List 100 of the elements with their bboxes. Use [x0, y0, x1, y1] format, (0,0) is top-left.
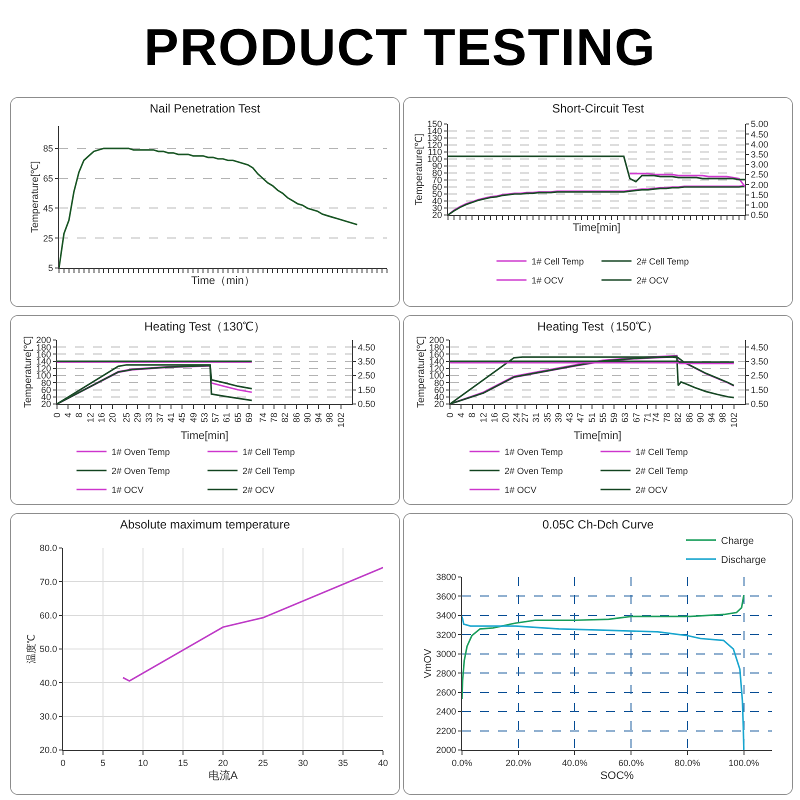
x-tick-label: 12 — [478, 412, 488, 423]
y2-tick-label: 3.50 — [750, 356, 768, 366]
y2-tick-label: 2.50 — [750, 370, 768, 381]
x-tick-label: 53 — [199, 412, 210, 423]
legend-label: 1# Cell Temp — [532, 256, 584, 267]
chart-title: Heating Test（130℃） — [144, 319, 266, 334]
y-tick-label: 45 — [43, 203, 54, 214]
legend-label: 1# Oven Temp — [112, 447, 170, 458]
x-tick-label: 8 — [74, 412, 84, 418]
x-tick-label: 78 — [269, 412, 280, 423]
legend-label: 1# Cell Temp — [636, 447, 688, 458]
x-tick-label: 69 — [244, 412, 254, 423]
y-tick-label: 2800 — [436, 668, 456, 678]
x-axis-title: Time[min] — [574, 430, 622, 442]
y-tick-label: 5 — [48, 263, 54, 274]
x-tick-label: 37 — [154, 412, 165, 423]
y-tick-label: 30.0 — [40, 711, 58, 722]
x-axis-title: Time[min] — [180, 430, 228, 442]
chart-title: 0.05C Ch-Dch Curve — [542, 517, 654, 532]
x-tick-label: 29 — [132, 412, 143, 423]
legend-label: 2# Cell Temp — [636, 466, 688, 476]
legend-label: 2# Oven Temp — [504, 466, 563, 476]
x-tick-label: 0 — [444, 412, 455, 418]
y-tick-label: 20.0 — [40, 745, 58, 756]
x-tick-label: 24 — [512, 412, 522, 423]
legend-label: 2# OCV — [636, 276, 669, 286]
y-tick-label: 20 — [434, 399, 444, 410]
y2-tick-label: 2.50 — [358, 370, 376, 381]
x-tick-label: 31 — [531, 412, 542, 423]
x-tick-label: 33 — [144, 412, 154, 423]
x-tick-label: 41 — [166, 412, 176, 423]
y-tick-label: 65 — [43, 173, 54, 184]
x-tick-label: 35 — [542, 412, 552, 423]
y-tick-label: 20 — [432, 210, 442, 220]
x-tick-label: 57 — [210, 412, 221, 423]
x-tick-label: 25 — [258, 758, 268, 768]
x-tick-label: 90 — [302, 412, 312, 423]
x-tick-label: 39 — [553, 412, 564, 423]
x-tick-label: 98 — [324, 412, 335, 423]
y-tick-label: 3400 — [436, 610, 456, 621]
x-tick-label: 8 — [467, 412, 478, 418]
y-tick-label: 2400 — [436, 706, 456, 717]
x-tick-label: 78 — [662, 412, 672, 423]
x-tick-label: 65 — [232, 412, 243, 423]
legend-label: 2# Cell Temp — [636, 256, 689, 267]
legend-label: Discharge — [721, 554, 766, 566]
x-tick-label: 15 — [178, 758, 188, 768]
y2-tick-label: 1.00 — [750, 200, 768, 210]
legend-label: 1# OCV — [532, 276, 564, 286]
chart-title: Short-Circuit Test — [552, 101, 645, 116]
x-tick-label: 12 — [85, 412, 96, 423]
x-tick-label: 25 — [122, 412, 132, 423]
y-axis-title: VmOV — [423, 648, 434, 678]
y-tick-label: 40.0 — [40, 678, 58, 688]
x-tick-label: 4 — [63, 412, 74, 418]
x-tick-label: 71 — [642, 412, 653, 423]
legend-label: 2# Oven Temp — [112, 466, 170, 476]
x-tick-label: 20.0% — [506, 758, 532, 768]
y-tick-label: 20 — [41, 399, 52, 410]
x-tick-label: 16 — [96, 412, 106, 423]
x-tick-label: 0 — [60, 758, 66, 768]
x-tick-label: 82 — [673, 412, 684, 423]
x-tick-label: 51 — [586, 412, 597, 423]
x-tick-label: 16 — [489, 412, 500, 423]
legend-label: 1# OCV — [504, 485, 537, 496]
x-axis-title: Time（min） — [191, 275, 255, 288]
x-tick-label: 20 — [500, 412, 511, 423]
y2-tick-label: 1.50 — [358, 384, 376, 395]
y2-tick-label: 3.50 — [750, 149, 768, 160]
x-tick-label: 45 — [177, 412, 188, 423]
y-axis-title: Temperature[℃] — [416, 336, 428, 408]
y2-tick-label: 1.50 — [750, 190, 768, 200]
x-tick-label: 59 — [609, 412, 620, 423]
x-tick-label: 94 — [706, 412, 717, 423]
legend-label: 1# Cell Temp — [242, 447, 295, 458]
y-tick-label: 3800 — [436, 572, 456, 582]
y2-tick-label: 3.00 — [750, 160, 768, 170]
y2-tick-label: 4.50 — [750, 342, 768, 352]
y-tick-label: 60.0 — [40, 610, 58, 620]
legend-label: 1# Oven Temp — [504, 447, 563, 458]
x-tick-label: 27 — [520, 412, 530, 423]
y-tick-label: 70.0 — [40, 576, 58, 587]
x-tick-label: 0 — [52, 412, 62, 418]
x-tick-label: 80.0% — [674, 758, 700, 768]
x-tick-label: 94 — [314, 412, 324, 423]
x-tick-label: 82 — [280, 412, 290, 423]
x-tick-label: 90 — [695, 412, 706, 423]
x-tick-label: 74 — [650, 412, 661, 423]
chart-title: Heating Test（150℃） — [537, 319, 659, 334]
x-tick-label: 35 — [338, 758, 348, 768]
legend-label: 1# OCV — [112, 485, 144, 496]
x-axis-title: SOC% — [600, 770, 634, 782]
x-tick-label: 49 — [188, 412, 198, 423]
y-tick-label: 50.0 — [40, 644, 58, 654]
x-axis-title: 电流A — [208, 769, 238, 782]
y-tick-label: 80.0 — [40, 543, 58, 554]
x-tick-label: 55 — [598, 412, 608, 423]
y-axis-title: Temperature[℃] — [23, 336, 34, 408]
x-tick-label: 20 — [218, 758, 228, 768]
legend-label: 2# OCV — [242, 485, 275, 496]
